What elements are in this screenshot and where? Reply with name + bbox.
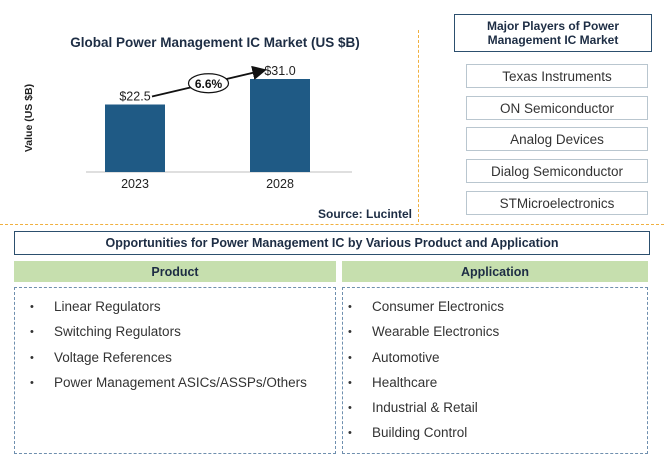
- chart-title: Global Power Management IC Market (US $B…: [70, 35, 360, 50]
- list-item: Industrial & Retail: [343, 398, 504, 423]
- horizontal-separator: [0, 224, 664, 225]
- list-item: Switching Regulators: [25, 322, 307, 347]
- source-note: Source: Lucintel: [318, 207, 413, 221]
- player-item: STMicroelectronics: [466, 191, 648, 215]
- application-box: Consumer Electronics Wearable Electronic…: [342, 287, 648, 454]
- list-item: Voltage References: [25, 348, 307, 373]
- application-header: Application: [342, 261, 648, 282]
- growth-badge: [187, 73, 230, 94]
- list-item: Healthcare: [343, 373, 504, 398]
- player-item: Dialog Semiconductor: [466, 159, 648, 183]
- list-item: Linear Regulators: [25, 297, 307, 322]
- players-title: Major Players of Power Management IC Mar…: [454, 14, 652, 52]
- x-tick-label: 2028: [266, 177, 294, 191]
- bar-chart: $22.5 2023 $31.0 2028 6.6%: [86, 64, 352, 191]
- player-item: Texas Instruments: [466, 64, 648, 88]
- list-item: Wearable Electronics: [343, 322, 504, 347]
- application-list: Consumer Electronics Wearable Electronic…: [343, 297, 504, 449]
- player-item: ON Semiconductor: [466, 96, 648, 120]
- list-item: Power Management ASICs/ASSPs/Others: [25, 373, 307, 398]
- list-item: Consumer Electronics: [343, 297, 504, 322]
- bar: [250, 79, 310, 172]
- product-header: Product: [14, 261, 336, 282]
- product-box: Linear Regulators Switching Regulators V…: [14, 287, 336, 454]
- list-item: Building Control: [343, 423, 504, 448]
- growth-rate-label: 6.6%: [195, 77, 223, 91]
- bar: [105, 104, 165, 172]
- product-list: Linear Regulators Switching Regulators V…: [25, 297, 307, 398]
- opportunities-title: Opportunities for Power Management IC by…: [14, 231, 650, 255]
- vertical-separator: [418, 30, 419, 222]
- data-label: $22.5: [119, 90, 150, 104]
- list-item: Automotive: [343, 348, 504, 373]
- data-label: $31.0: [264, 64, 295, 78]
- x-tick-label: 2023: [121, 177, 149, 191]
- player-item: Analog Devices: [466, 127, 648, 151]
